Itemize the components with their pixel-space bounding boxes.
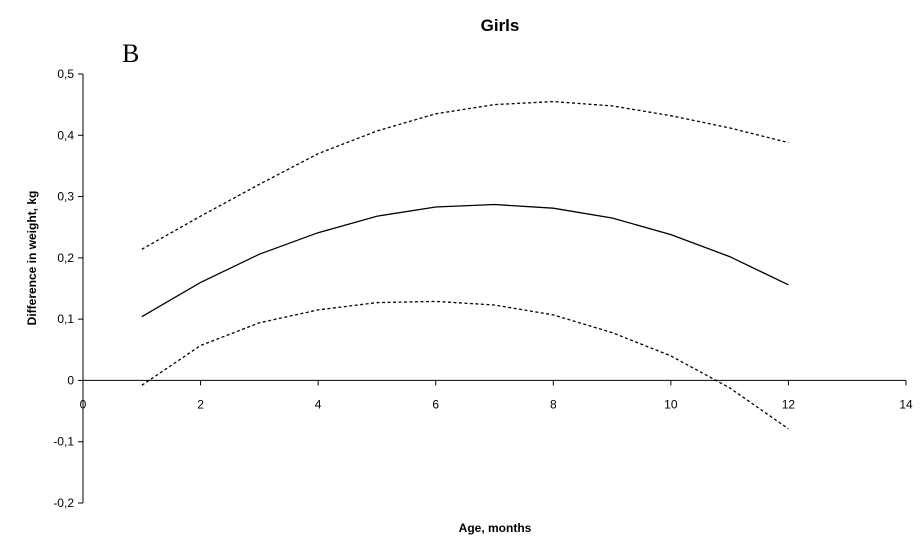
x-tick-label: 0 <box>80 397 87 411</box>
axes: 0,5 0,4 0,3 0,2 0,1 0 -0,1 -0,2 0 2 4 6 8 10 12 14 <box>53 67 913 510</box>
y-tick-label: 0 <box>67 373 74 387</box>
x-tick-label: 8 <box>550 397 557 411</box>
x-tick-label: 4 <box>315 397 322 411</box>
y-tick-label: 0,3 <box>57 190 74 204</box>
chart-title: Girls <box>481 16 520 35</box>
y-tick-label: 0,4 <box>57 128 74 142</box>
y-tick-label: 0,1 <box>57 312 74 326</box>
x-tick-label: 2 <box>197 397 204 411</box>
x-tick-label: 6 <box>432 397 439 411</box>
y-axis-label: Difference in weight, kg <box>25 191 39 326</box>
x-tick-label: 10 <box>664 397 678 411</box>
dashed-series-line-2 <box>141 300 789 430</box>
series-layer <box>141 100 789 430</box>
dashed-series-line-1 <box>141 100 789 250</box>
x-tick-label: 14 <box>899 397 913 411</box>
y-tick-label: -0,2 <box>53 496 74 510</box>
y-tick-label: 0,2 <box>57 251 74 265</box>
x-tick-label: 12 <box>782 397 796 411</box>
y-tick-label: 0,5 <box>57 67 74 81</box>
panel-label: B <box>122 39 139 68</box>
x-axis-label: Age, months <box>459 521 532 535</box>
solid-series-line <box>141 203 789 318</box>
y-tick-label: -0,1 <box>53 435 74 449</box>
